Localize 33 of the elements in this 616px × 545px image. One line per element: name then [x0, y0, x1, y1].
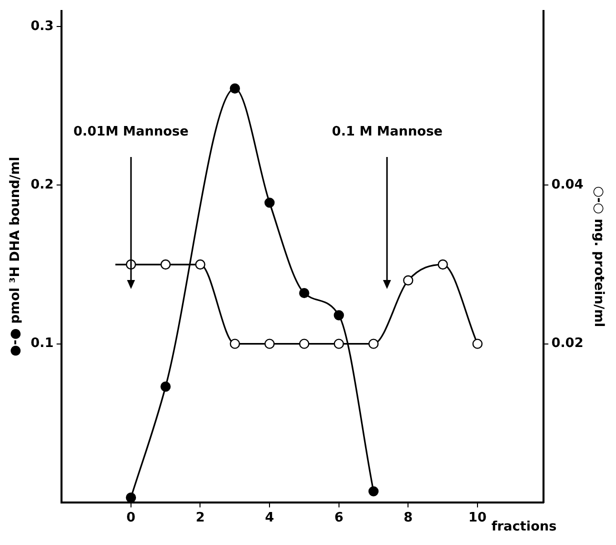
annotation: 0.01M Mannose — [73, 124, 189, 140]
y-tick-label: 0.3 — [30, 19, 54, 34]
point — [299, 288, 310, 298]
point — [230, 83, 240, 94]
x-tick-label: 10 — [468, 510, 487, 526]
point — [334, 310, 344, 320]
x-tick-label: 0 — [126, 510, 136, 526]
point — [264, 338, 275, 349]
point — [264, 198, 275, 208]
point — [160, 259, 171, 270]
point — [368, 486, 379, 496]
y-tick-label: 0.2 — [30, 178, 54, 193]
point — [438, 259, 448, 270]
y-tick-label: 0.1 — [30, 336, 54, 352]
point — [368, 338, 379, 349]
x-tick-label: 2 — [196, 510, 205, 526]
y2-tick-label: 0.02 — [551, 336, 584, 352]
point — [334, 338, 344, 349]
point — [403, 275, 414, 286]
x-tick-label: 6 — [334, 510, 344, 526]
point — [126, 492, 136, 502]
y-axis-title: ●-● pmol ³H DHA bound/ml — [8, 156, 24, 356]
y2-axis-title: ○-○ mg. protein/ml — [590, 186, 606, 328]
x-axis-title: fractions — [491, 519, 557, 534]
point — [230, 338, 240, 349]
point — [472, 338, 483, 349]
y2-tick-label: 0.04 — [551, 178, 584, 193]
point — [160, 382, 171, 392]
x-tick-label: 4 — [265, 510, 274, 526]
x-tick-label: 8 — [404, 510, 413, 526]
point — [299, 338, 310, 349]
annotation: 0.1 M Mannose — [332, 124, 443, 140]
point — [195, 259, 206, 270]
